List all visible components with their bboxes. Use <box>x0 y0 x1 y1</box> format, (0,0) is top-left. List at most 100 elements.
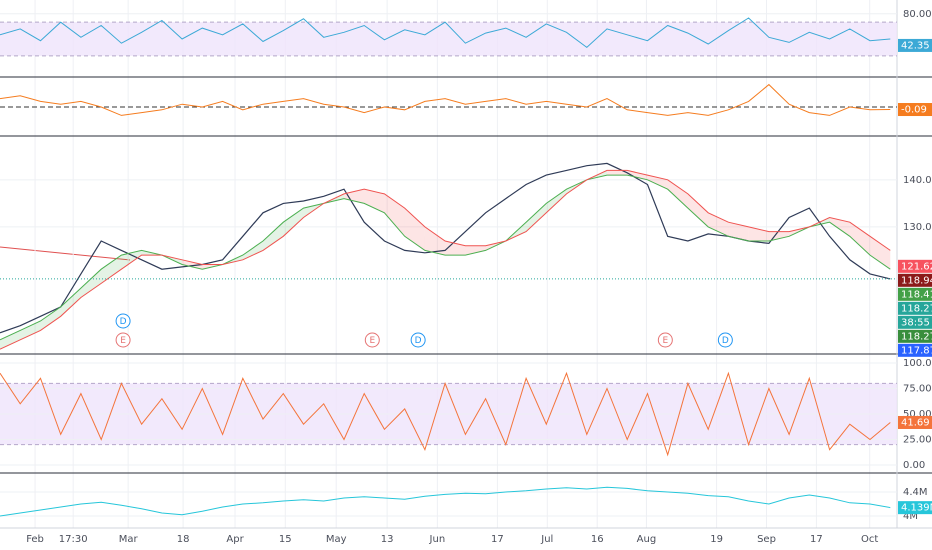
price-label-text: -0.09 <box>901 105 927 116</box>
price-label-text: 41.69 <box>901 417 930 428</box>
x-tick-label: Apr <box>226 534 244 545</box>
y-tick-label: 80.00 <box>903 9 932 20</box>
cloud-segment <box>242 241 264 260</box>
price-label: 118.94 <box>898 273 932 287</box>
cloud-segment <box>606 170 628 176</box>
price-label: -0.09 <box>898 103 932 117</box>
y-tick-label: 75.00 <box>903 383 932 394</box>
x-tick-label: 17 <box>810 534 823 545</box>
event-label: D <box>415 336 422 346</box>
band-fill <box>0 22 897 56</box>
y-tick-label: 50.00 <box>903 409 932 420</box>
cloud-segment <box>40 306 61 331</box>
event-marker <box>717 332 733 348</box>
price-label-box <box>898 315 932 329</box>
price-label-text: 118.27 <box>901 331 932 342</box>
price-label-text: 42.35 <box>901 40 930 51</box>
cloud-segment <box>384 193 405 237</box>
cloud-segment <box>829 217 850 237</box>
cloud-segment <box>728 222 749 241</box>
x-tick-label: 13 <box>381 534 394 545</box>
price-label-box <box>898 287 932 301</box>
cloud-segment <box>20 321 41 340</box>
cloud-segment <box>627 170 648 180</box>
y-tick-label: 4M <box>903 511 918 522</box>
cloud-segment <box>101 255 122 284</box>
x-tick-label: Mar <box>119 534 139 545</box>
series-line <box>0 371 891 457</box>
cloud-segment <box>283 208 304 237</box>
price-label-text: 117.87 <box>901 345 932 356</box>
x-tick-label: 15 <box>279 534 292 545</box>
price-label-box <box>898 415 932 429</box>
event-label: D <box>722 336 729 346</box>
price-label: 41.69 <box>898 415 932 429</box>
x-tick-label: 16 <box>591 534 604 545</box>
y-tick-label: 130.00 <box>903 222 932 233</box>
cloud-segment <box>465 245 486 256</box>
cloud-segment <box>708 212 729 237</box>
price-label: 4.139M <box>898 501 932 515</box>
y-tick-label: 4.4M <box>903 487 928 498</box>
cloud-segment <box>0 330 21 350</box>
price-label-box <box>898 259 932 273</box>
x-tick-label: Oct <box>861 534 878 545</box>
price-label-box <box>898 273 932 287</box>
series-line <box>0 169 891 350</box>
y-tick-label: 25.00 <box>903 435 932 446</box>
cloud-segment <box>60 288 81 317</box>
event-marker <box>657 332 673 348</box>
trend-line <box>0 246 131 261</box>
cloud-segment <box>870 236 891 270</box>
x-tick-label: May <box>326 534 347 545</box>
x-tick-label: 18 <box>177 534 190 545</box>
event-label: D <box>120 317 127 327</box>
cloud-segment <box>182 259 203 270</box>
price-label-box <box>898 301 932 315</box>
event-label: E <box>662 336 668 346</box>
price-label-box <box>898 343 932 357</box>
price-label-text: 118.41 <box>901 289 932 300</box>
price-label: 118.41 <box>898 287 932 301</box>
event-label: E <box>120 336 126 346</box>
x-tick-label: Jun <box>429 534 446 545</box>
x-tick-label: Sep <box>757 534 776 545</box>
price-label: 42.35 <box>898 38 932 52</box>
price-label: 38:55 <box>898 315 932 329</box>
x-tick-label: Aug <box>637 534 657 545</box>
price-label: 118.27 <box>898 301 932 315</box>
series-line <box>0 174 891 341</box>
event-marker <box>364 332 380 348</box>
cloud-segment <box>849 222 871 256</box>
price-label-text: 38:55 <box>901 317 930 328</box>
cloud-segment <box>404 208 425 251</box>
cloud-segment <box>687 193 709 227</box>
y-tick-label: 140.00 <box>903 175 932 186</box>
event-marker <box>115 313 131 329</box>
price-label-text: 4.139M <box>901 503 932 514</box>
y-tick-label: 100.00 <box>903 358 932 369</box>
x-tick-label: Feb <box>26 534 44 545</box>
x-tick-label: 17:30 <box>59 534 88 545</box>
price-label-text: 118.94 <box>901 275 932 286</box>
price-label-box <box>898 38 932 52</box>
y-tick-label: 0.00 <box>903 460 925 471</box>
event-marker <box>115 332 131 348</box>
cloud-segment <box>768 231 790 241</box>
series-line <box>0 486 891 517</box>
cloud-segment <box>364 189 385 213</box>
cloud-segment <box>263 222 284 251</box>
cloud-segment <box>526 203 547 232</box>
cloud-segment <box>667 179 688 209</box>
series-line <box>0 83 891 116</box>
cloud-segment <box>546 189 567 213</box>
price-label: 121.62 <box>898 259 932 273</box>
price-label-text: 118.27 <box>901 303 932 314</box>
price-label-text: 121.62 <box>901 261 932 272</box>
event-marker <box>410 332 426 348</box>
price-label-box <box>898 103 932 117</box>
cloud-segment <box>424 226 446 256</box>
cloud-segment <box>80 269 102 298</box>
price-label: 117.87 <box>898 343 932 357</box>
